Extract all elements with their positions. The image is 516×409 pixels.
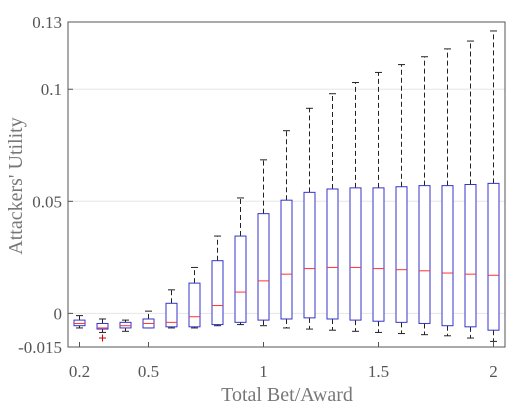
box: [372, 71, 385, 333]
x-tick-label: 0.2: [69, 362, 90, 381]
box-body: [165, 302, 178, 328]
box: [142, 310, 155, 329]
y-tick-label: 0.05: [32, 192, 62, 211]
box: [73, 315, 86, 329]
box-body: [257, 213, 270, 321]
box-body: [349, 187, 362, 321]
box: [487, 30, 500, 342]
box-body: [119, 321, 132, 329]
box-body: [487, 182, 500, 331]
box-body: [73, 319, 86, 327]
y-tick-label: -0.015: [18, 338, 62, 357]
box: [418, 56, 431, 336]
box: [211, 235, 224, 327]
box-body: [234, 235, 247, 323]
box-body: [188, 282, 201, 328]
x-tick-label: 2: [489, 362, 498, 381]
axis-ticks: -0.015 0 0.05 0.1 0.13 0.2 0.5 1 1.5 2: [18, 13, 498, 381]
box: [303, 107, 316, 330]
box: [441, 48, 454, 337]
box-body: [303, 191, 316, 319]
y-tick-label: 0.1: [41, 80, 62, 99]
box: [165, 289, 178, 329]
y-axis-label: Attackers' Utility: [5, 117, 27, 254]
box-body: [418, 185, 431, 324]
box-body: [326, 188, 339, 320]
box: [96, 318, 109, 342]
box: [119, 319, 132, 332]
box: [326, 93, 339, 331]
box: [395, 64, 408, 335]
x-axis-label: Total Bet/Award: [221, 384, 353, 406]
box: [349, 82, 362, 332]
axes-frame: [67, 21, 506, 348]
box-body: [211, 260, 224, 326]
box: [257, 159, 270, 327]
box-body: [441, 185, 454, 327]
box: [234, 197, 247, 326]
y-tick-label: 0.13: [32, 13, 62, 32]
box: [280, 130, 293, 329]
x-tick-label: 1: [259, 362, 268, 381]
box-body: [372, 187, 385, 322]
box-body: [96, 322, 109, 330]
box-body: [395, 186, 408, 323]
box: [464, 40, 477, 339]
x-tick-label: 1.5: [368, 362, 389, 381]
box-body: [464, 184, 477, 328]
box-body: [280, 199, 293, 320]
box: [188, 266, 201, 329]
box-series: [73, 30, 500, 342]
x-tick-label: 0.5: [138, 362, 159, 381]
y-tick-label: 0: [54, 304, 63, 323]
